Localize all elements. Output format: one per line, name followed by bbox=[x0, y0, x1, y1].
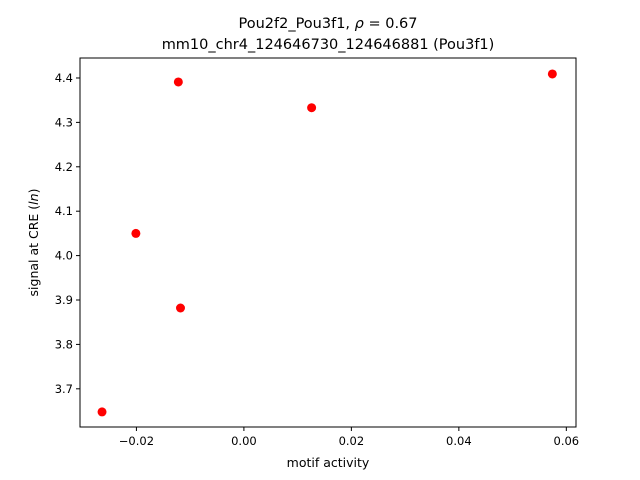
data-points bbox=[97, 69, 557, 417]
chart-title-line1: Pou2f2_Pou3f1, ρ = 0.67 bbox=[238, 16, 417, 32]
y-axis-label-suffix: ) bbox=[26, 189, 41, 194]
y-tick-label: 4.0 bbox=[55, 249, 73, 263]
x-axis: −0.02 0.00 0.02 0.04 0.06 bbox=[119, 427, 579, 448]
x-tick-label: 0.00 bbox=[231, 434, 257, 448]
y-tick-label: 4.4 bbox=[55, 71, 73, 85]
y-axis-label: signal at CRE (ln) bbox=[26, 189, 41, 297]
data-point bbox=[131, 228, 141, 238]
data-point bbox=[97, 407, 107, 417]
data-point bbox=[547, 69, 557, 79]
y-axis: 3.7 3.8 3.9 4.0 4.1 4.2 4.3 4.4 bbox=[55, 71, 80, 396]
y-tick-label: 4.2 bbox=[55, 160, 73, 174]
x-tick-label: 0.04 bbox=[446, 434, 472, 448]
data-point bbox=[175, 303, 185, 313]
plot-area bbox=[80, 58, 576, 427]
chart-title-line2: mm10_chr4_124646730_124646881 (Pou3f1) bbox=[162, 37, 495, 53]
y-tick-label: 3.7 bbox=[55, 382, 73, 396]
x-tick-label: 0.06 bbox=[554, 434, 580, 448]
y-tick-label: 3.9 bbox=[55, 293, 73, 307]
chart-title-rho: ρ bbox=[355, 16, 365, 32]
data-point bbox=[173, 77, 183, 87]
y-tick-label: 4.3 bbox=[55, 115, 73, 129]
data-point bbox=[307, 103, 317, 113]
plot-frame bbox=[79, 57, 577, 428]
x-tick-label: 0.02 bbox=[339, 434, 365, 448]
y-axis-label-prefix: signal at CRE ( bbox=[26, 205, 41, 297]
y-tick-label: 4.1 bbox=[55, 204, 73, 218]
chart-title-suffix: = 0.67 bbox=[364, 16, 418, 32]
x-tick-label: −0.02 bbox=[119, 434, 154, 448]
y-axis-label-ln: ln bbox=[26, 193, 41, 204]
chart-title-prefix: Pou2f2_Pou3f1, bbox=[238, 16, 354, 32]
y-tick-label: 3.8 bbox=[55, 337, 73, 351]
x-axis-label: motif activity bbox=[287, 455, 370, 470]
